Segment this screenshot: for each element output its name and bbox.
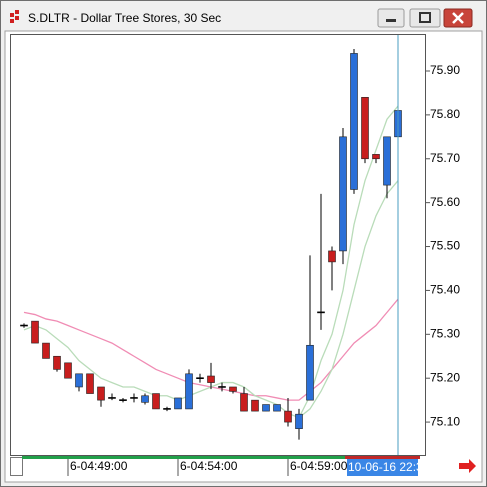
app-icon xyxy=(10,10,19,23)
maximize-button[interactable] xyxy=(409,8,441,28)
candle-body xyxy=(31,320,39,344)
minimize-button[interactable] xyxy=(377,8,405,28)
candle-body xyxy=(350,53,358,190)
scroll-right-arrow[interactable] xyxy=(459,459,476,473)
candle-body xyxy=(196,377,204,379)
candle-body xyxy=(383,136,391,186)
candle-body xyxy=(328,250,336,263)
window-title: S.DLTR - Dollar Tree Stores, 30 Sec xyxy=(28,11,221,25)
candle-body xyxy=(306,344,314,401)
candle-body xyxy=(152,393,160,410)
candle-body xyxy=(295,413,303,429)
candle-body xyxy=(53,355,61,370)
candle-body xyxy=(262,404,270,412)
candle-body xyxy=(64,362,72,379)
y-tick-label: 75.80 xyxy=(430,107,460,121)
x-tick-label: 6-04:49:00 xyxy=(70,459,128,473)
cursor-label: 10-06-16 22:34:00 xyxy=(348,460,446,474)
candle-body xyxy=(42,342,50,359)
scroll-box[interactable] xyxy=(10,457,23,476)
candle-body xyxy=(20,324,28,327)
candle-body xyxy=(130,397,138,399)
candle-body xyxy=(218,386,226,388)
y-tick-label: 75.90 xyxy=(430,63,460,77)
candle-body xyxy=(119,399,127,401)
y-tick-label: 75.20 xyxy=(430,370,460,384)
candle-body xyxy=(284,410,292,423)
cursor-label-bg xyxy=(347,459,418,476)
range-bar xyxy=(22,456,345,459)
moving-average-line xyxy=(298,180,399,419)
y-tick-label: 75.60 xyxy=(430,195,460,209)
candle-body xyxy=(174,397,182,410)
close-button[interactable] xyxy=(443,8,473,28)
candle-body xyxy=(273,404,281,412)
candle-body xyxy=(108,397,116,399)
range-bar-end xyxy=(345,456,420,459)
candle-body xyxy=(240,393,248,412)
candle-body xyxy=(185,373,193,410)
candle-body xyxy=(339,136,347,252)
candle-body xyxy=(361,97,369,160)
x-tick-label: 6-04:59:00 xyxy=(290,459,348,473)
candle-body xyxy=(317,311,325,314)
y-tick-label: 75.50 xyxy=(430,239,460,253)
candle-body xyxy=(163,408,171,410)
x-tick-label: 6-04:54:00 xyxy=(180,459,238,473)
y-tick-label: 75.70 xyxy=(430,151,460,165)
candle-body xyxy=(372,154,380,160)
candle-body xyxy=(207,375,215,383)
candle-body xyxy=(75,373,83,388)
candle-body xyxy=(141,395,149,403)
candle-body xyxy=(97,386,105,401)
y-tick-label: 75.40 xyxy=(430,283,460,297)
candle-body xyxy=(229,386,237,392)
candle-body xyxy=(251,399,259,412)
y-tick-label: 75.30 xyxy=(430,326,460,340)
candle-body xyxy=(86,373,94,394)
y-tick-label: 75.10 xyxy=(430,414,460,428)
